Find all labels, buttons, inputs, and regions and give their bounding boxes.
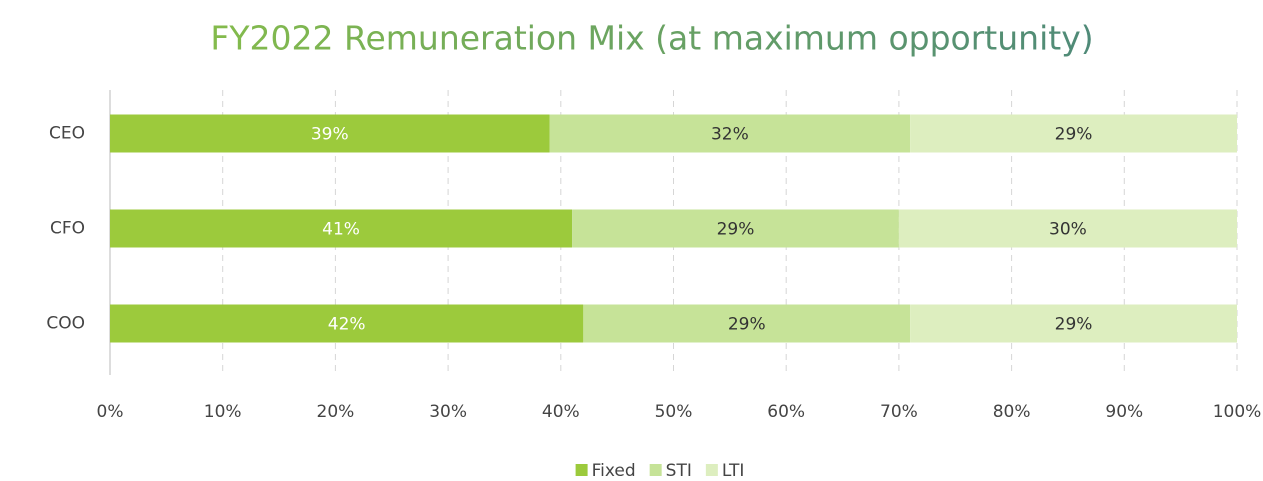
value-label: 41% (322, 220, 360, 240)
chart-title: FY2022 Remuneration Mix (at maximum oppo… (210, 19, 1093, 58)
legend-swatch (705, 464, 718, 476)
value-label: 30% (1049, 220, 1087, 240)
y-tick-label: CFO (50, 219, 85, 239)
x-tick-label: 90% (1105, 402, 1143, 422)
x-tick-label: 50% (655, 402, 693, 422)
bar-segment (110, 114, 550, 153)
bar-segment (583, 304, 911, 343)
value-label: 29% (1055, 125, 1093, 145)
value-label: 29% (728, 315, 766, 335)
bar-segment (110, 209, 573, 248)
x-tick-label: 0% (97, 402, 124, 422)
bar-segment (110, 304, 584, 343)
x-tick-label: 40% (542, 402, 580, 422)
bar-segment (898, 209, 1237, 248)
legend-label: Fixed (592, 461, 636, 481)
y-tick-label: COO (46, 314, 85, 334)
value-label: 39% (311, 125, 349, 145)
x-tick-label: 30% (429, 402, 467, 422)
bar-segment (910, 304, 1237, 343)
x-tick-label: 100% (1213, 402, 1262, 422)
legend-label: STI (666, 461, 692, 481)
legend-swatch (575, 464, 588, 476)
x-tick-label: 10% (204, 402, 242, 422)
x-tick-label: 80% (993, 402, 1031, 422)
value-label: 29% (717, 220, 755, 240)
bar-segment (572, 209, 899, 248)
value-label: 29% (1055, 315, 1093, 335)
x-tick-label: 60% (767, 402, 805, 422)
legend-swatch (649, 464, 662, 476)
x-tick-label: 70% (880, 402, 918, 422)
value-label: 32% (711, 125, 749, 145)
y-tick-label: CEO (49, 124, 85, 144)
bar-segment (549, 114, 911, 153)
bar-segment (910, 114, 1237, 153)
value-label: 42% (328, 315, 366, 335)
x-tick-label: 20% (317, 402, 355, 422)
legend-label: LTI (722, 461, 745, 481)
